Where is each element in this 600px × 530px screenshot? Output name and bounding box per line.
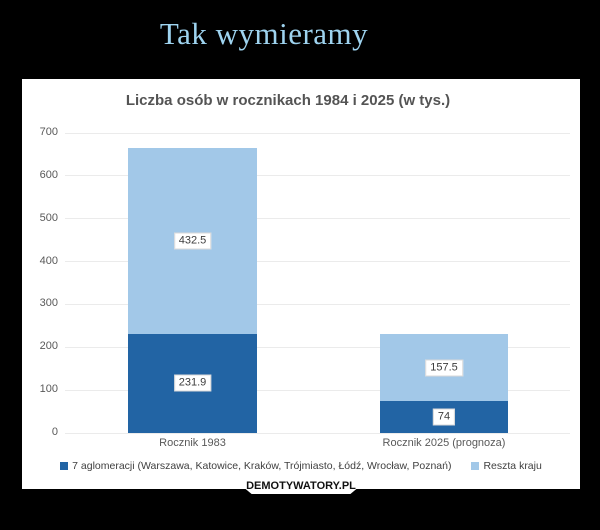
bar-segment: 157.5: [380, 333, 508, 402]
y-tick-label-600: 600: [39, 168, 58, 181]
gridline-500: [65, 218, 570, 220]
bar-segment: 74: [380, 401, 508, 433]
y-tick-label-100: 100: [39, 383, 58, 396]
value-label: 157.5: [425, 359, 463, 377]
y-tick-label-400: 400: [39, 254, 58, 267]
gridline-400: [65, 261, 570, 263]
bar-segment: 231.9: [128, 333, 257, 433]
gridline-600: [65, 175, 570, 177]
bar-rocznik-1983: 432.5 231.9: [128, 148, 257, 433]
value-label: 231.9: [173, 374, 212, 392]
legend-item: Reszta kraju: [471, 460, 542, 472]
gridline-300: [65, 303, 570, 305]
legend-label: Reszta kraju: [483, 460, 542, 472]
bar-segment: 432.5: [128, 148, 257, 334]
legend-swatch: [471, 462, 480, 470]
value-label: 74: [432, 408, 456, 426]
chart-panel: Liczba osób w rocznikach 1984 i 2025 (w …: [22, 79, 580, 494]
bar-rocznik-2025-prognoza-: 157.5 74: [380, 333, 508, 433]
y-tick-label-700: 700: [39, 126, 58, 138]
chart-legend: 7 aglomeracji (Warszawa, Katowice, Krakó…: [22, 460, 580, 472]
y-tick-label-500: 500: [39, 211, 58, 224]
x-axis-label: Rocznik 2025 (prognoza): [382, 437, 506, 449]
legend-swatch: [60, 462, 69, 470]
watermark: DEMOTYWATORY.PL: [236, 481, 366, 494]
chart-title: Liczba osób w rocznikach 1984 i 2025 (w …: [125, 92, 451, 109]
page-title: Tak wymieramy: [159, 16, 369, 51]
legend-item: 7 aglomeracji (Warszawa, Katowice, Krakó…: [60, 460, 451, 472]
y-tick-label-300: 300: [39, 297, 58, 310]
gridline-100: [65, 389, 570, 391]
y-tick-label-0: 0: [51, 426, 58, 438]
plot-area: 432.5 231.9 157.5 74: [65, 132, 570, 434]
gridline-700: [65, 132, 570, 134]
gridline-0: [65, 432, 570, 434]
gridline-200: [65, 346, 570, 348]
value-label: 432.5: [173, 232, 212, 250]
y-tick-label-200: 200: [39, 340, 58, 353]
legend-label: 7 aglomeracji (Warszawa, Katowice, Krakó…: [72, 460, 452, 472]
x-axis-label: Rocznik 1983: [159, 437, 226, 449]
